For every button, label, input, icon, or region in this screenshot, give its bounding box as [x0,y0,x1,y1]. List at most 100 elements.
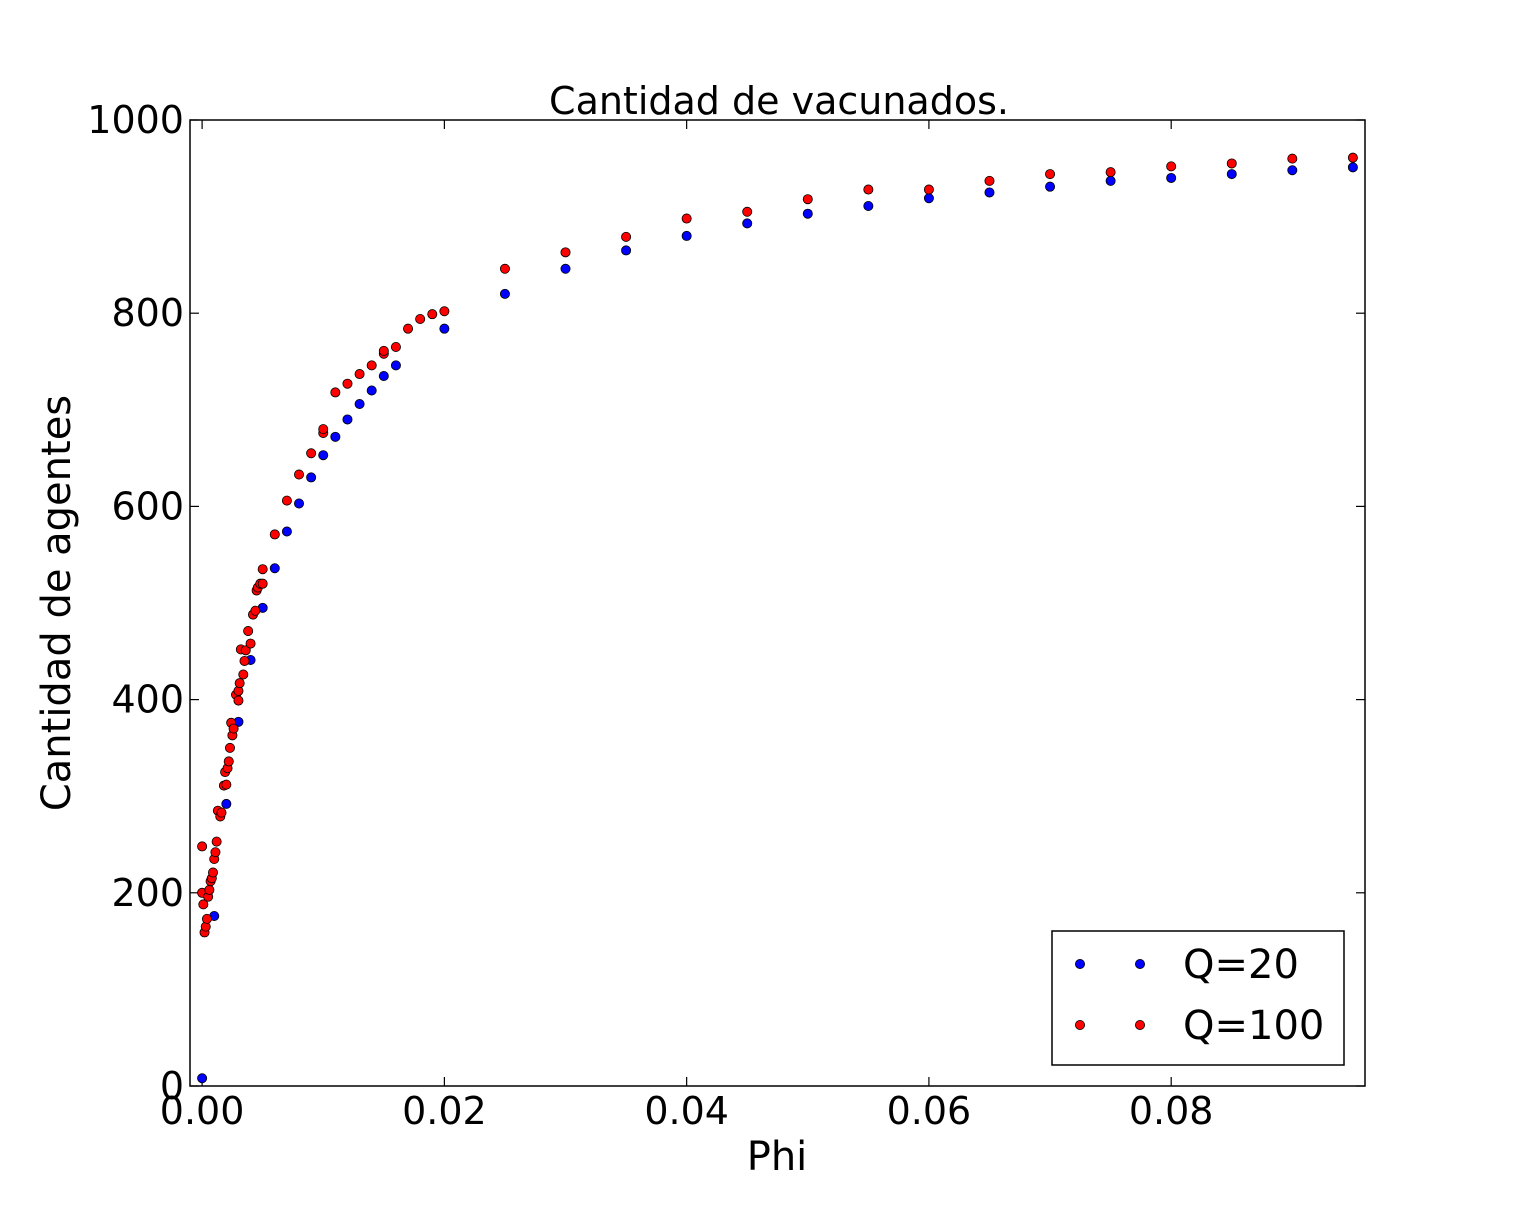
data-point [354,399,365,410]
data-point [294,498,305,509]
data-point [1166,161,1177,172]
data-point [439,306,450,317]
data-point [221,798,232,809]
data-point [354,369,365,380]
y-tick-label: 400 [111,678,184,722]
data-point [802,194,813,205]
data-point [306,448,317,459]
x-tick-label: 0.08 [1129,1089,1214,1133]
x-tick-label: 0.04 [644,1089,729,1133]
data-point [1045,181,1056,192]
data-point [1287,153,1298,164]
data-point [306,472,317,483]
data-point [243,626,254,637]
data-point [439,323,450,334]
data-point [198,899,209,910]
legend-marker-q20-b [1135,959,1146,970]
data-point [681,230,692,241]
legend-label-q20: Q=20 [1183,942,1299,988]
x-tick-label: 0.00 [160,1089,245,1133]
data-point [233,695,244,706]
series-q-100 [197,152,1358,938]
y-tick-label: 1000 [87,98,184,142]
data-point [234,678,245,689]
data-point [204,884,215,895]
data-point [223,756,234,767]
y-tick-label: 0 [160,1064,184,1108]
data-point [1347,162,1358,173]
legend-marker-q100-a [1075,1020,1086,1031]
data-point [923,184,934,195]
legend-label-q100: Q=100 [1183,1003,1324,1049]
data-point [197,841,208,852]
legend-box [1051,930,1345,1066]
x-tick-label: 0.02 [402,1089,487,1133]
data-point [240,645,251,656]
data-point [560,263,571,274]
data-point [269,529,280,540]
data-point [318,424,329,435]
data-point [863,200,874,211]
data-point [1287,165,1298,176]
data-point [294,469,305,480]
data-point [257,578,268,589]
plot-area-frame [189,119,1366,1087]
data-point [318,450,329,461]
data-point [1045,169,1056,180]
data-point [378,370,389,381]
data-point [378,345,389,356]
data-point [390,360,401,371]
data-point [984,175,995,186]
data-point [281,495,292,506]
legend-marker-q100-b [1135,1020,1146,1031]
data-point [269,563,280,574]
data-point [250,605,261,616]
data-point [390,342,401,353]
data-point [197,1073,208,1084]
data-point [742,206,753,217]
y-tick-label: 600 [111,484,184,528]
data-point [208,867,219,878]
series-q-20 [197,162,1358,1084]
data-point [221,779,232,790]
data-point [621,245,632,256]
data-point [923,193,934,204]
data-point [1166,172,1177,183]
data-point [427,309,438,320]
data-point [201,913,212,924]
data-point [211,836,222,847]
x-tick-label: 0.06 [887,1089,972,1133]
axis-ticks: 0.00 0.02 0.04 0.06 0.08 0 200 400 600 800 1000 [87,98,1365,1133]
data-point [245,638,256,649]
data-point [342,414,353,425]
data-point [366,360,377,371]
data-point [1347,152,1358,163]
data-point [281,526,292,537]
data-point [863,184,874,195]
data-point [342,378,353,389]
data-point [1105,175,1116,186]
data-point [257,564,268,575]
y-tick-label: 800 [111,291,184,335]
data-point [330,431,341,442]
data-point [228,723,239,734]
y-axis-label: Cantidad de agentes [34,395,80,811]
data-point [742,218,753,229]
data-point [499,288,510,299]
data-point [330,387,341,398]
data-point [403,323,414,334]
data-point [802,208,813,219]
data-point [210,847,221,858]
data-point [415,313,426,324]
data-point [1226,169,1237,180]
data-point [238,669,249,680]
data-point [1226,158,1237,169]
data-point [621,231,632,242]
data-point [224,742,235,753]
data-point [499,263,510,274]
chart-title: Cantidad de vacunados. [549,79,1009,123]
x-axis-label: Phi [747,1134,808,1180]
legend-marker-q20-a [1075,959,1086,970]
legend: Q=20 Q=100 [1051,930,1345,1066]
